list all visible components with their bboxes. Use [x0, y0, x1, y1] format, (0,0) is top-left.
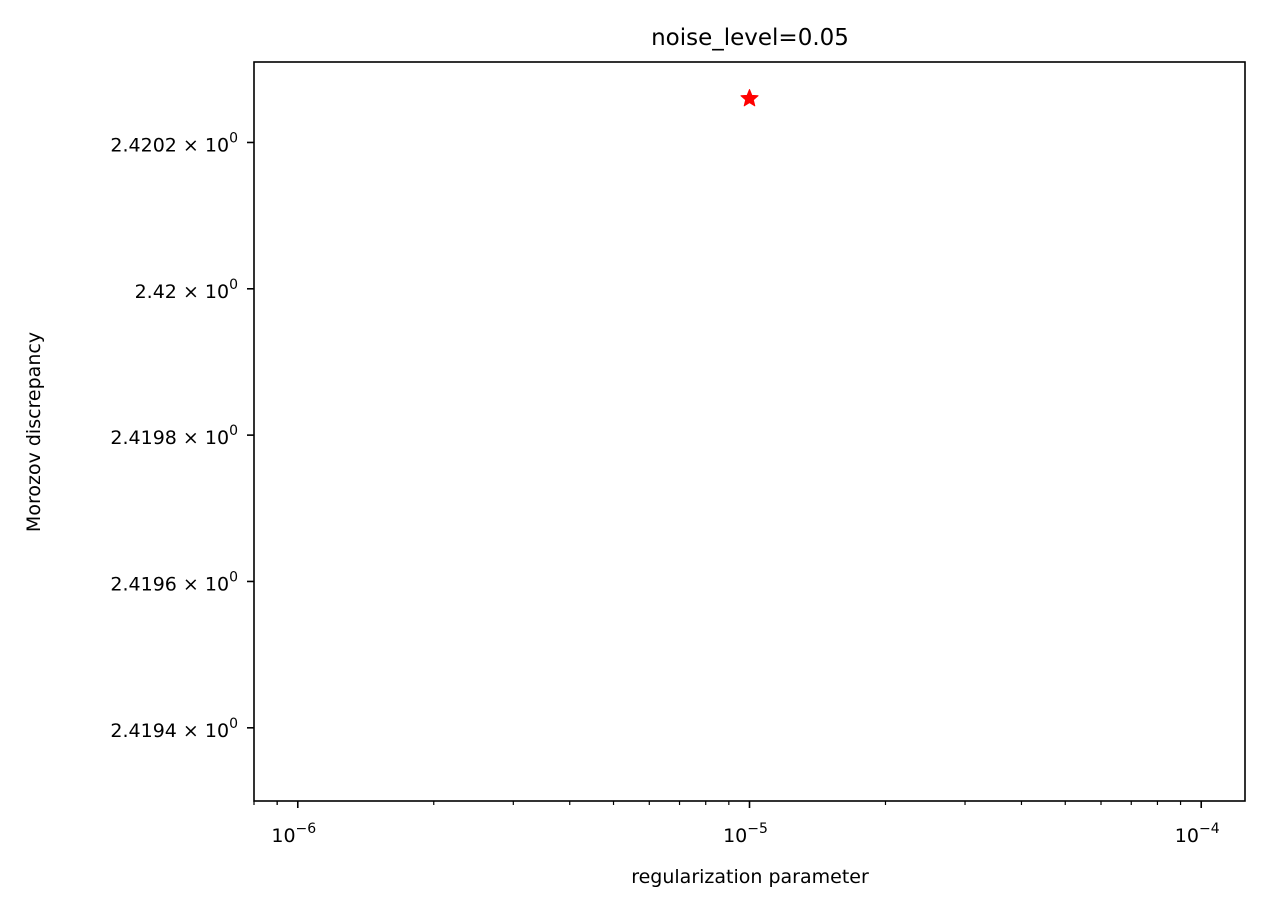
x-tick-label-1: 10−5: [723, 821, 768, 847]
data-point-0: [740, 89, 759, 107]
x-axis-ticks: 10−6 10−5 10−4: [271, 801, 1220, 847]
chart-title: noise_level=0.05: [651, 25, 849, 51]
y-tick-label-0: 2.4202 × 100: [110, 130, 238, 156]
x-tick-label-2: 10−4: [1175, 821, 1220, 847]
y-axis-ticks: 2.4202 × 100 2.42 × 100 2.4198 × 100 2.4196…: [110, 130, 254, 742]
y-tick-label-3: 2.4196 × 100: [110, 569, 238, 595]
plot-area: [254, 62, 1245, 801]
data-points: [740, 89, 759, 107]
y-tick-label-4: 2.4194 × 100: [110, 716, 238, 742]
x-tick-label-0: 10−6: [271, 821, 316, 847]
y-axis-label: Morozov discrepancy: [23, 332, 45, 532]
y-tick-label-1: 2.42 × 100: [135, 277, 238, 303]
x-axis-label: regularization parameter: [631, 866, 869, 888]
plot-frame: [253, 61, 1246, 802]
y-tick-label-2: 2.4198 × 100: [110, 423, 238, 449]
